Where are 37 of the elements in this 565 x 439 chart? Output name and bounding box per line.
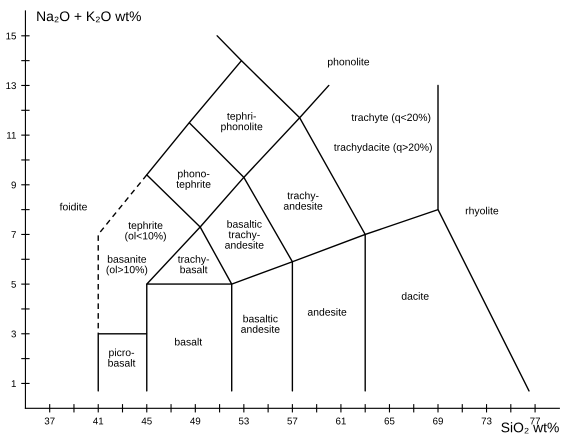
annotation: basalt	[175, 338, 202, 346]
annotation: tephrite (ol<10%)	[125, 221, 166, 242]
x-tick-label: 77	[530, 418, 540, 424]
x-tick-label: 73	[482, 418, 492, 424]
annotation: rhyolite	[466, 206, 498, 216]
x-tick-label: 65	[384, 418, 394, 424]
y-tick-label: 5	[11, 280, 16, 288]
y-axis-title: Na₂O + K₂O wt%	[37, 11, 141, 22]
y-tick-label: 11	[7, 132, 16, 139]
annotation: trachy- andesite	[284, 192, 322, 210]
y-tick-label: 9	[11, 182, 16, 188]
annotation: trachy- basalt	[178, 255, 210, 274]
annotation: picro- basalt	[108, 348, 136, 367]
x-tick-label: 69	[433, 418, 443, 424]
annotation: trachydacite (q>20%)	[334, 143, 432, 153]
x-tick-label: 37	[44, 418, 55, 424]
y-tick-label: 13	[6, 82, 16, 90]
x-tick-label: 49	[190, 418, 200, 424]
y-tick-label: 7	[11, 231, 16, 238]
annotation: basaltic trachy- andesite	[225, 220, 264, 249]
y-tick-label: 15	[6, 32, 16, 40]
annotation: phonolite	[328, 58, 370, 68]
annotation: trachyte (q<20%)	[352, 113, 430, 124]
annotation: andesite	[308, 308, 346, 316]
x-tick-label: 57	[287, 418, 298, 424]
annotation: basanite (ol>10%)	[106, 255, 148, 276]
x-tick-label: 61	[336, 418, 346, 424]
annotation: phono- tephrite	[176, 170, 211, 190]
x-tick-label: 53	[238, 418, 249, 424]
x-tick-label: 45	[142, 418, 152, 424]
annotation: foidite	[60, 202, 87, 210]
annotation: basaltic andesite	[241, 314, 280, 333]
annotation: tephri- phonolite	[221, 112, 262, 132]
annotation: dacite	[402, 292, 429, 300]
x-tick-label: 41	[93, 418, 104, 424]
y-tick-label: 1	[12, 380, 16, 387]
y-tick-label: 3	[11, 330, 16, 338]
